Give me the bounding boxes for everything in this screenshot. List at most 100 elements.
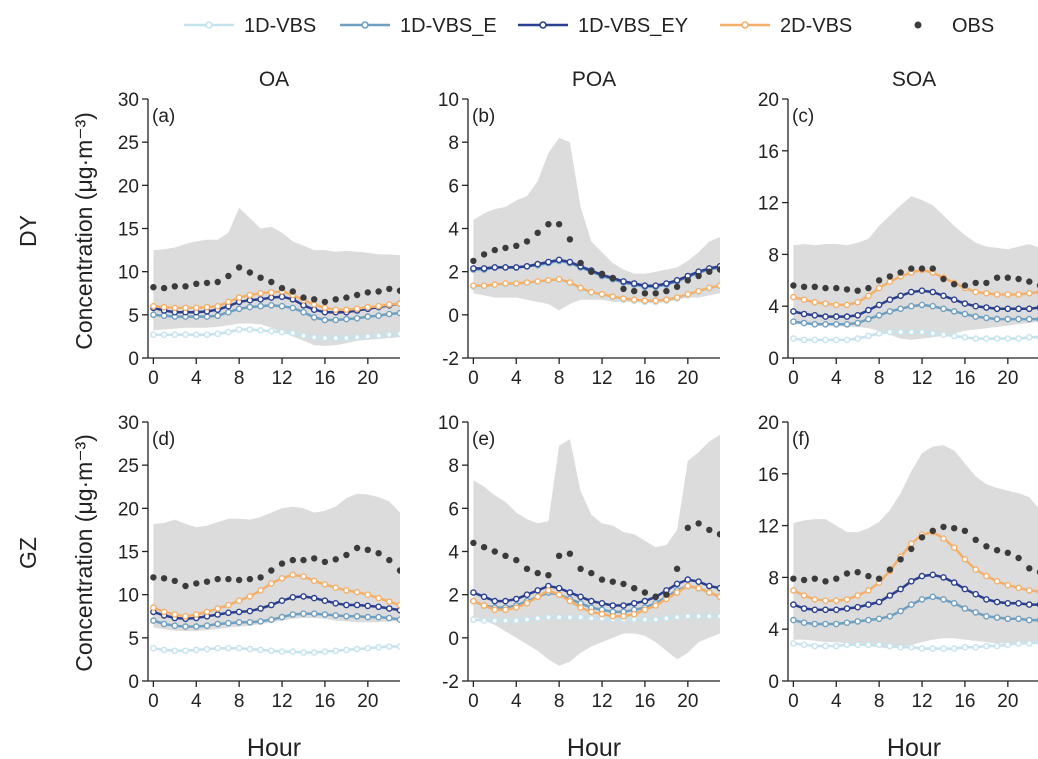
series-point-vbs2d <box>257 289 264 297</box>
series-point-vbs1de <box>918 596 926 603</box>
y-tick-label: 0 <box>768 349 779 370</box>
obs-point <box>833 575 840 582</box>
series-point-vbs2d <box>566 279 574 286</box>
series-point-vbs1d <box>908 644 915 651</box>
series-point-vbs1de <box>235 305 243 313</box>
series-point-vbs1dey <box>663 280 670 287</box>
obs-point <box>673 565 681 572</box>
series-point-vbs1dey <box>908 578 915 585</box>
series-point-vbs1dey <box>800 605 808 612</box>
series-point-vbs2d <box>396 601 400 609</box>
x-tick-label: 12 <box>591 368 612 389</box>
series-point-vbs1d <box>225 644 232 652</box>
series-point-vbs1d <box>886 328 894 336</box>
series-point-vbs2d <box>545 276 552 284</box>
obs-point <box>875 575 883 582</box>
series-point-vbs2d <box>523 279 531 286</box>
series-point-vbs2d <box>353 305 361 313</box>
series-point-vbs2d <box>950 544 958 551</box>
x-tick-label: 4 <box>191 691 202 712</box>
obs-point <box>790 282 797 289</box>
series-point-vbs1de <box>160 312 168 320</box>
series-point-vbs1de <box>257 618 264 625</box>
series-point-vbs1d <box>257 327 264 334</box>
series-point-vbs1de <box>385 614 393 622</box>
series-point-vbs2d <box>480 602 488 609</box>
obs-point <box>566 550 574 557</box>
series-point-vbs1de <box>790 616 797 624</box>
legend-marker-2d-vbs <box>741 21 749 29</box>
series-point-vbs1de <box>375 312 382 320</box>
series-point-vbs1d <box>695 613 702 620</box>
series-point-vbs2d <box>609 293 617 300</box>
y-tick-label: 12 <box>758 517 779 538</box>
series-point-vbs1dey <box>854 603 862 611</box>
series-point-vbs2d <box>684 582 692 590</box>
x-tick-label: 4 <box>191 368 202 389</box>
x-tick-label: 20 <box>677 691 698 712</box>
obs-point <box>225 272 232 280</box>
obs-point <box>800 283 808 290</box>
series-point-vbs1de <box>790 318 797 326</box>
obs-point <box>545 572 552 579</box>
series-point-vbs1d <box>192 331 200 339</box>
series-point-vbs1d <box>300 649 307 656</box>
series-point-vbs1d <box>1004 641 1012 649</box>
series-point-vbs1d <box>385 331 393 339</box>
series-point-vbs1dey <box>385 605 393 612</box>
obs-point <box>235 264 243 271</box>
series-point-vbs2d <box>843 301 851 309</box>
series-point-vbs1de <box>983 613 990 620</box>
obs-point <box>1004 549 1011 556</box>
series-point-vbs1de <box>364 613 372 621</box>
series-point-vbs1d <box>257 646 264 654</box>
series-point-vbs2d <box>480 282 488 290</box>
series-point-vbs1d <box>480 617 488 624</box>
series-point-vbs2d <box>192 611 200 618</box>
obs-point <box>332 556 339 563</box>
series-point-vbs1dey <box>940 574 947 581</box>
series-point-vbs1dey <box>811 311 819 319</box>
row-label-gz: GZ <box>15 537 41 569</box>
obs-point <box>364 289 371 296</box>
series-point-vbs1d <box>811 336 819 344</box>
series-point-vbs2d <box>1004 291 1012 298</box>
series-point-vbs2d <box>811 298 819 306</box>
series-point-vbs1dey <box>875 301 883 309</box>
series-point-vbs1de <box>343 613 350 620</box>
series-point-vbs2d <box>822 300 829 307</box>
series-point-vbs1de <box>267 616 275 624</box>
series-point-vbs1d <box>641 616 649 623</box>
series-point-vbs1d <box>865 332 872 340</box>
obs-point <box>171 577 178 585</box>
series-point-vbs1de <box>225 308 232 316</box>
x-tick-label: 12 <box>911 691 932 712</box>
plot-area-b <box>470 137 720 311</box>
series-point-vbs1d <box>886 642 894 650</box>
series-point-vbs2d <box>192 304 200 312</box>
series-point-vbs1de <box>310 610 318 618</box>
series-point-vbs1dey <box>993 598 1001 606</box>
series-point-vbs2d <box>385 301 393 308</box>
series-point-vbs2d <box>706 284 713 292</box>
obs-point <box>278 560 286 567</box>
series-point-vbs2d <box>620 295 627 302</box>
series-line-vbs1d <box>153 645 400 654</box>
series-point-vbs2d <box>171 611 179 618</box>
obs-point <box>577 565 584 572</box>
series-point-vbs2d <box>470 282 477 290</box>
series-point-vbs2d <box>811 596 819 603</box>
series-point-vbs2d <box>160 303 168 311</box>
x-tick-label: 20 <box>997 368 1018 389</box>
obs-point <box>993 547 1001 554</box>
obs-point <box>972 536 979 543</box>
series-point-vbs1de <box>961 310 969 318</box>
series-point-vbs2d <box>385 598 393 605</box>
obs-point <box>854 569 861 576</box>
y-tick-label: 15 <box>118 220 139 241</box>
series-point-vbs1d <box>364 644 372 652</box>
series-point-vbs1d <box>150 331 157 339</box>
series-point-vbs1dey <box>588 597 595 605</box>
series-point-vbs1dey <box>961 300 969 307</box>
